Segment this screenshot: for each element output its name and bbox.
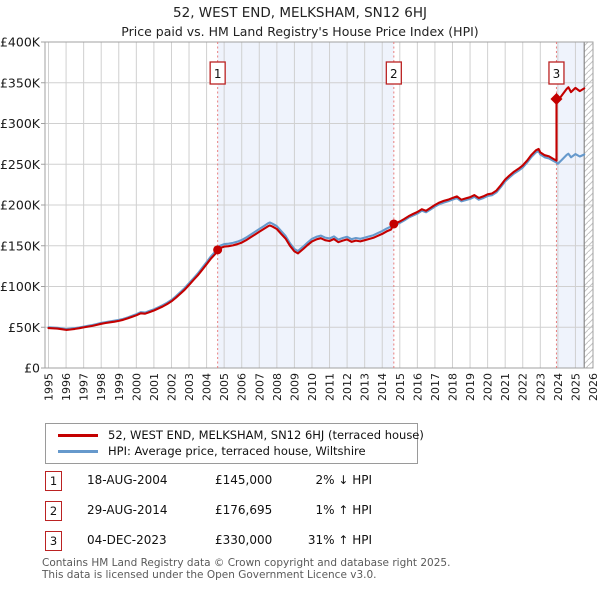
svg-text:£350K: £350K [0,75,41,90]
svg-text:3: 3 [553,67,561,81]
sale-number-badge: 1 [45,471,62,491]
svg-text:1997: 1997 [78,373,91,401]
sale-row-3: 3 04-DEC-2023 £330,000 31% ↑ HPI [42,531,482,553]
svg-text:2024: 2024 [552,373,565,401]
license-footer: Contains HM Land Registry data © Crown c… [42,557,451,581]
svg-text:2000: 2000 [130,373,143,401]
svg-text:2006: 2006 [236,373,249,401]
sale-marker-box [385,61,402,85]
sale-marker-box [548,61,565,85]
svg-text:2011: 2011 [324,373,337,401]
svg-text:2017: 2017 [429,373,442,401]
x-axis-labels: 1995 1996 1997 1998 1999 2000 2001 2002 2003 2004… [43,373,600,401]
svg-text:2002: 2002 [165,373,178,401]
svg-text:2014: 2014 [376,373,389,401]
sale-marker-box [209,61,226,85]
svg-text:£0: £0 [24,361,40,376]
sale-row-2: 2 29-AUG-2014 £176,695 1% ↑ HPI [42,501,482,523]
chart-legend: 52, WEST END, MELKSHAM, SN12 6HJ (terrac… [45,423,424,464]
svg-text:2004: 2004 [201,373,214,401]
price-line-swatch [58,433,98,437]
svg-text:1995: 1995 [43,373,56,401]
sale-point-marker [213,245,223,255]
svg-text:£50K: £50K [8,320,41,335]
legend-label: HPI: Average price, terraced house, Wilt… [108,444,366,458]
svg-text:2012: 2012 [341,373,354,401]
hpi-line-swatch [58,449,98,453]
gridlines [45,41,594,369]
chart-title: 52, WEST END, MELKSHAM, SN12 6HJ [173,5,427,21]
svg-text:2005: 2005 [218,373,231,401]
svg-text:£150K: £150K [0,238,41,253]
sale-point-marker [550,93,563,106]
sale-price: £330,000 [215,533,273,547]
svg-text:2019: 2019 [464,373,477,401]
price-chart: £0 £50K £100K £150K £200K £250K £300K £350K £400… [0,35,600,402]
sale-date: 04-DEC-2023 [87,533,167,547]
sale-row-1: 1 18-AUG-2004 £145,000 2% ↓ HPI [42,471,482,493]
legend-label: 52, WEST END, MELKSHAM, SN12 6HJ (terrac… [108,428,424,442]
sale-vs-hpi: 2% ↓ HPI [315,473,372,487]
svg-text:£400K: £400K [0,35,41,50]
sale-vs-hpi: 1% ↑ HPI [315,503,372,517]
sale-date: 29-AUG-2014 [87,503,168,517]
svg-text:1996: 1996 [60,373,73,401]
svg-text:2: 2 [390,67,398,81]
license-line-2: This data is licensed under the Open Gov… [42,568,377,581]
legend-item-price: 52, WEST END, MELKSHAM, SN12 6HJ (terrac… [46,427,424,443]
price-series-line [47,86,586,331]
sale-number-badge: 3 [45,531,62,551]
svg-text:2009: 2009 [288,373,301,401]
sale-price: £176,695 [215,503,273,517]
future-hatch-region [584,42,593,368]
svg-text:2026: 2026 [587,373,600,401]
sale-date: 18-AUG-2004 [87,473,168,487]
svg-text:£100K: £100K [0,279,41,294]
legend-item-hpi: HPI: Average price, terraced house, Wilt… [46,443,417,459]
svg-text:2013: 2013 [359,373,372,401]
sale-point-marker [389,219,399,229]
svg-text:1999: 1999 [113,373,126,401]
svg-text:2018: 2018 [446,373,459,401]
svg-text:2010: 2010 [306,373,319,401]
license-line-1: Contains HM Land Registry data © Crown c… [42,557,451,569]
svg-text:2003: 2003 [183,373,196,401]
svg-text:2008: 2008 [271,373,284,401]
svg-text:2001: 2001 [148,373,161,401]
svg-text:2022: 2022 [517,373,530,401]
svg-text:1998: 1998 [95,373,108,401]
svg-text:2016: 2016 [411,373,424,401]
chart-subtitle: Price paid vs. HM Land Registry's House … [121,24,479,39]
svg-text:2025: 2025 [569,373,582,401]
svg-text:£300K: £300K [0,116,41,131]
svg-text:£250K: £250K [0,157,41,172]
hpi-series-line [47,150,586,331]
svg-text:2015: 2015 [394,373,407,401]
sale-vs-hpi: 31% ↑ HPI [307,533,372,547]
svg-text:1: 1 [214,67,222,81]
svg-text:2020: 2020 [482,373,495,401]
y-axis-labels: £0 £50K £100K £150K £200K £250K £300K £350K £400… [0,35,45,376]
svg-text:£200K: £200K [0,198,41,213]
svg-text:2007: 2007 [253,373,266,401]
sale-number-badge: 2 [45,501,62,521]
svg-text:2021: 2021 [499,373,512,401]
sale-price: £145,000 [215,473,273,487]
svg-text:2023: 2023 [534,373,547,401]
